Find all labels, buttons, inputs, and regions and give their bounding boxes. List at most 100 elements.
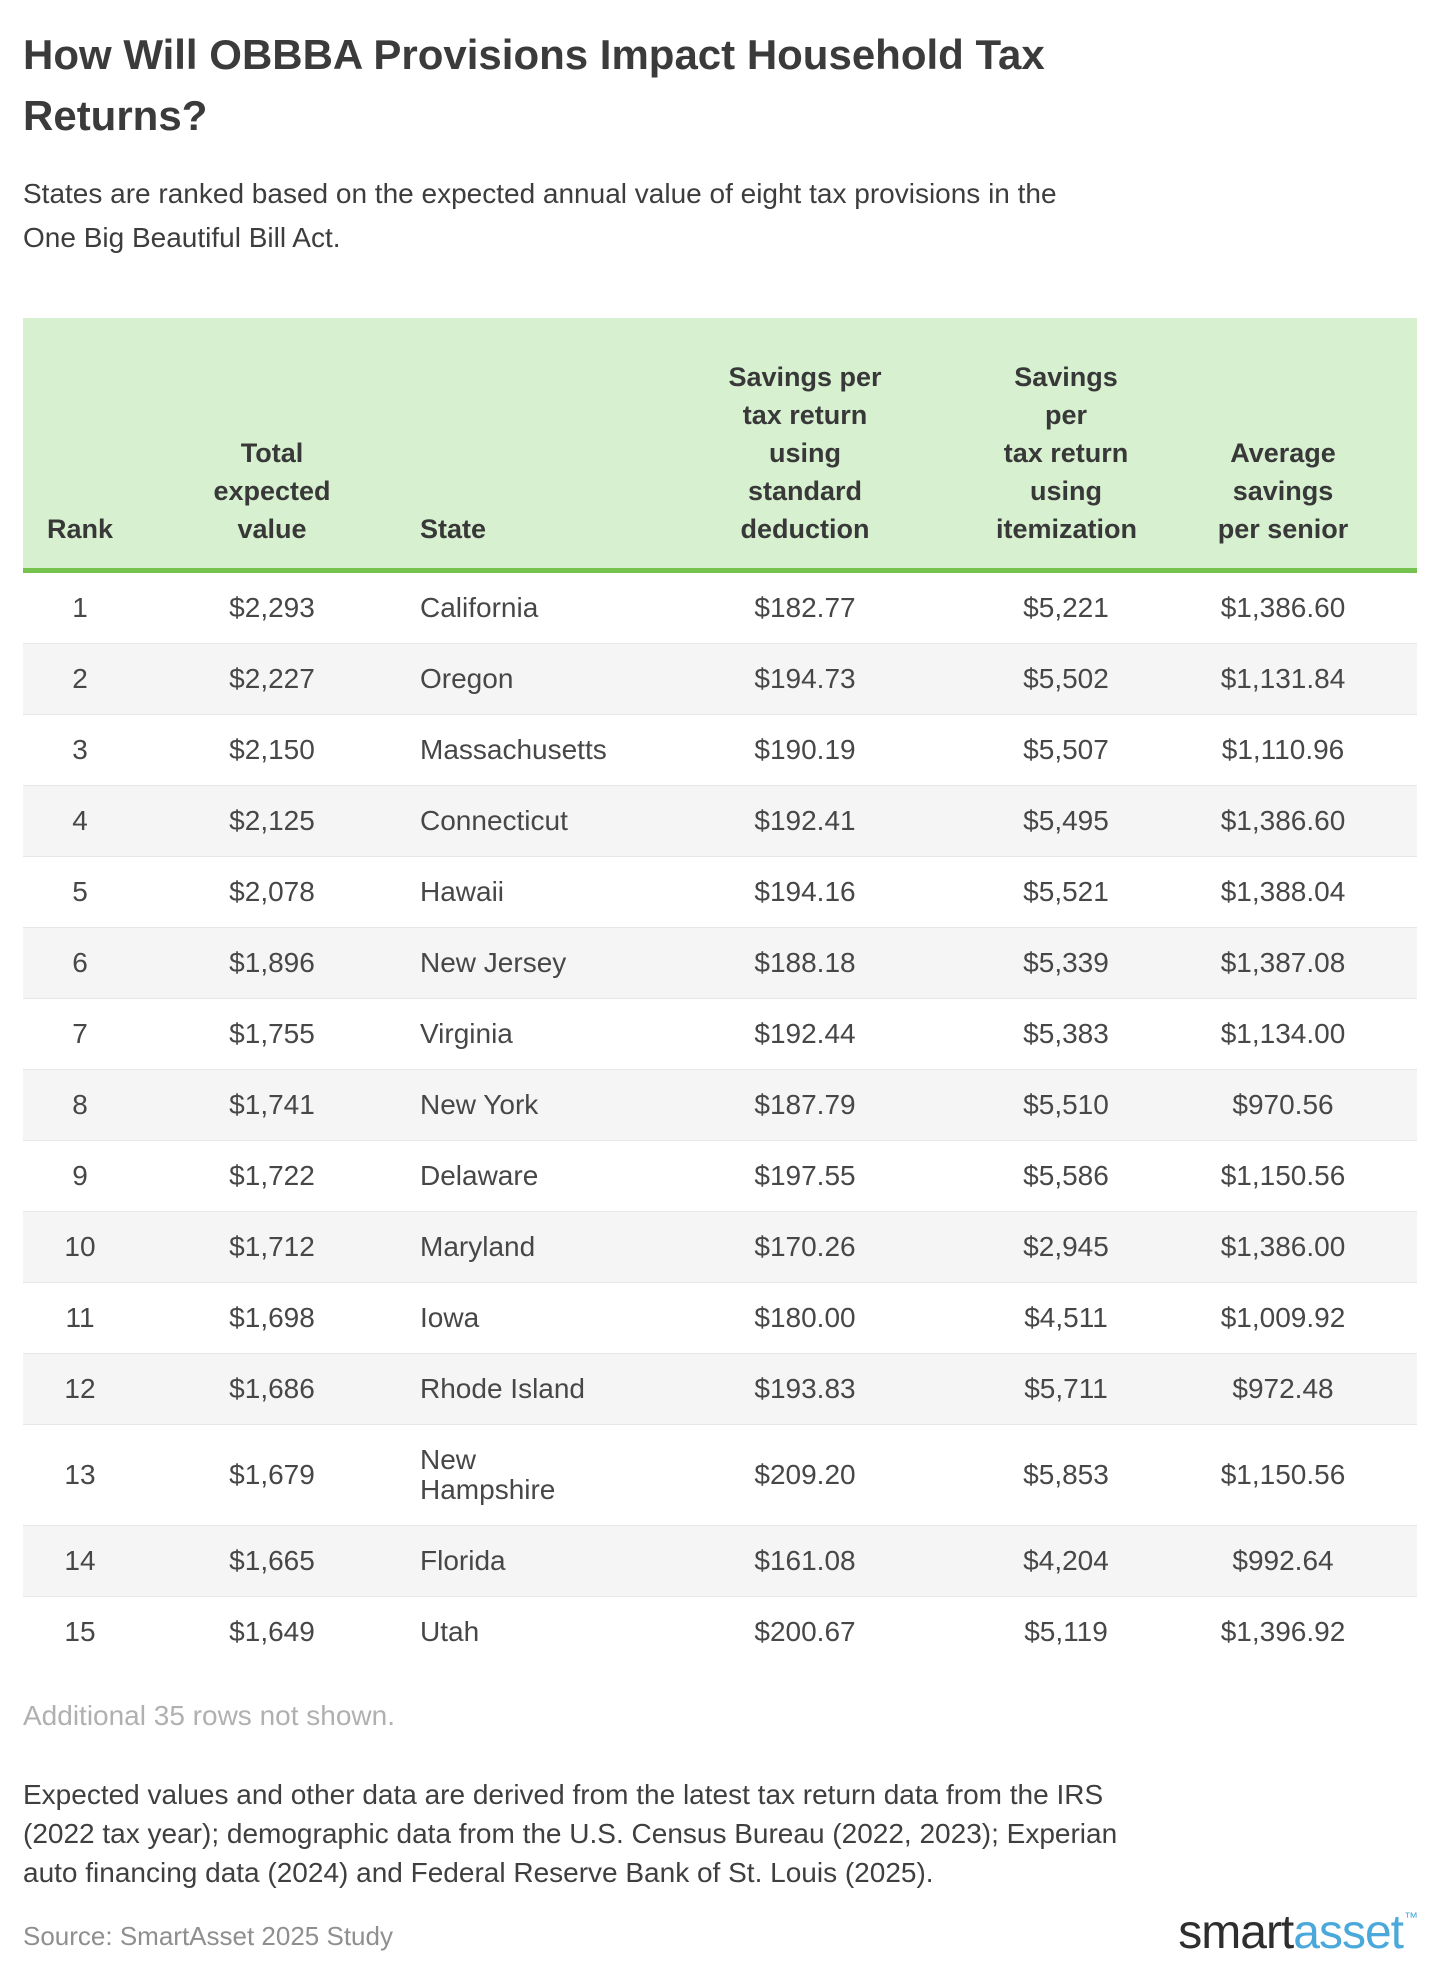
footer: Source: SmartAsset 2025 Study smartasset… bbox=[23, 1906, 1418, 1959]
table-row: 5 $2,078 Hawaii $194.16 $5,521 $1,388.04 bbox=[23, 856, 1417, 928]
rank-cell: 12 bbox=[64, 1373, 96, 1404]
savings-itemization-cell: $5,521 bbox=[1023, 876, 1109, 907]
state-cell: Connecticut bbox=[420, 805, 568, 836]
table-row: 1 $2,293 California $182.77 $5,221 $1,386.60 bbox=[23, 571, 1417, 644]
page-title: How Will OBBBA Provisions Impact Househo… bbox=[23, 31, 1045, 139]
rank-cell: 15 bbox=[64, 1616, 96, 1647]
state-cell: New Hampshire bbox=[420, 1444, 556, 1505]
table-row: 15 $1,649 Utah $200.67 $5,119 $1,396.92 bbox=[23, 1596, 1417, 1668]
rank-cell: 6 bbox=[72, 947, 88, 978]
rankings-table: Rank Total expected value State Savings … bbox=[23, 318, 1417, 1667]
state-cell: Virginia bbox=[420, 1018, 513, 1049]
state-cell: Iowa bbox=[420, 1302, 480, 1333]
savings-standard-deduction-cell: $192.41 bbox=[754, 805, 856, 836]
page-subtitle: States are ranked based on the expected … bbox=[23, 178, 1057, 253]
table-header-row: Rank Total expected value State Savings … bbox=[23, 318, 1417, 573]
average-savings-per-senior-cell: $1,387.08 bbox=[1220, 947, 1346, 978]
methodology-note: Expected values and other data are deriv… bbox=[23, 1779, 1118, 1888]
trademark-symbol: ™ bbox=[1404, 1909, 1418, 1925]
table-row: 13 $1,679 New Hampshire $209.20 $5,853 $1,150… bbox=[23, 1424, 1417, 1526]
table-row: 14 $1,665 Florida $161.08 $4,204 $992.64 bbox=[23, 1525, 1417, 1597]
savings-standard-deduction-cell: $209.20 bbox=[754, 1459, 856, 1490]
rows-not-shown-note: Additional 35 rows not shown. bbox=[23, 1700, 395, 1731]
header-cell-rank: Rank bbox=[23, 318, 137, 573]
savings-standard-deduction-cell: $187.79 bbox=[754, 1089, 856, 1120]
total-expected-value-cell: $1,649 bbox=[229, 1616, 315, 1647]
rank-cell: 13 bbox=[64, 1459, 96, 1490]
rank-cell: 2 bbox=[72, 663, 88, 694]
total-expected-value-cell: $2,150 bbox=[229, 734, 315, 765]
average-savings-per-senior-cell: $1,150.56 bbox=[1220, 1459, 1346, 1490]
savings-itemization-cell: $2,945 bbox=[1023, 1231, 1109, 1262]
total-expected-value-cell: $1,741 bbox=[229, 1089, 315, 1120]
table-row: 7 $1,755 Virginia $192.44 $5,383 $1,134.00 bbox=[23, 998, 1417, 1070]
state-cell: Massachusetts bbox=[420, 734, 607, 765]
state-cell: Florida bbox=[420, 1545, 506, 1576]
state-cell: New York bbox=[420, 1089, 539, 1120]
savings-standard-deduction-cell: $197.55 bbox=[754, 1160, 856, 1191]
state-cell: California bbox=[420, 592, 539, 623]
rank-cell: 10 bbox=[64, 1231, 96, 1262]
logo-text-asset: asset bbox=[1293, 1906, 1404, 1959]
savings-standard-deduction-cell: $194.16 bbox=[754, 876, 856, 907]
average-savings-per-senior-cell: $1,150.56 bbox=[1220, 1160, 1346, 1191]
state-cell: Utah bbox=[420, 1616, 480, 1647]
savings-standard-deduction-cell: $200.67 bbox=[754, 1616, 856, 1647]
state-cell: Delaware bbox=[420, 1160, 539, 1191]
header-cell-savings-standard-deduction: Savings per tax return using standard de… bbox=[627, 318, 983, 573]
table-row: 11 $1,698 Iowa $180.00 $4,511 $1,009.92 bbox=[23, 1282, 1417, 1354]
total-expected-value-cell: $1,722 bbox=[229, 1160, 315, 1191]
table-row: 10 $1,712 Maryland $170.26 $2,945 $1,386.00 bbox=[23, 1211, 1417, 1283]
rank-cell: 8 bbox=[72, 1089, 88, 1120]
savings-itemization-cell: $5,339 bbox=[1023, 947, 1109, 978]
savings-itemization-cell: $5,119 bbox=[1024, 1616, 1108, 1647]
state-cell: Maryland bbox=[420, 1231, 536, 1262]
smartasset-logo: smartasset™ bbox=[1178, 1906, 1418, 1959]
header-cell-total-expected-value: Total expected value bbox=[137, 318, 407, 573]
table-row: 8 $1,741 New York $187.79 $5,510 $970.56 bbox=[23, 1069, 1417, 1141]
average-savings-per-senior-cell: $1,131.84 bbox=[1220, 663, 1346, 694]
total-expected-value-cell: $1,712 bbox=[229, 1231, 315, 1262]
state-cell: Oregon bbox=[420, 663, 514, 694]
savings-standard-deduction-cell: $194.73 bbox=[754, 663, 856, 694]
savings-itemization-cell: $5,711 bbox=[1024, 1373, 1108, 1404]
table-row: 9 $1,722 Delaware $197.55 $5,586 $1,150.56 bbox=[23, 1140, 1417, 1212]
header-cell-savings-itemization: Savings per tax return using itemization bbox=[983, 318, 1149, 573]
table-row: 2 $2,227 Oregon $194.73 $5,502 $1,131.84 bbox=[23, 643, 1417, 715]
savings-itemization-cell: $5,510 bbox=[1023, 1089, 1109, 1120]
average-savings-per-senior-cell: $1,009.92 bbox=[1220, 1302, 1346, 1333]
rank-cell: 1 bbox=[72, 592, 88, 623]
savings-itemization-cell: $5,502 bbox=[1023, 663, 1109, 694]
rank-cell: 3 bbox=[72, 734, 88, 765]
header-cell-state: State bbox=[407, 318, 627, 573]
table-body: 1 $2,293 California $182.77 $5,221 $1,386.60 2… bbox=[23, 571, 1417, 1668]
total-expected-value-cell: $2,293 bbox=[229, 592, 315, 623]
savings-standard-deduction-cell: $188.18 bbox=[754, 947, 856, 978]
savings-itemization-cell: $4,511 bbox=[1024, 1302, 1108, 1333]
total-expected-value-cell: $2,227 bbox=[229, 663, 315, 694]
rank-cell: 5 bbox=[72, 876, 88, 907]
header-cell-average-savings-per-senior: Average savings per senior bbox=[1149, 318, 1417, 573]
average-savings-per-senior-cell: $1,396.92 bbox=[1220, 1616, 1346, 1647]
savings-standard-deduction-cell: $170.26 bbox=[754, 1231, 856, 1262]
state-cell: Rhode Island bbox=[420, 1373, 586, 1404]
total-expected-value-cell: $1,698 bbox=[229, 1302, 315, 1333]
table-row: 6 $1,896 New Jersey $188.18 $5,339 $1,387.08 bbox=[23, 927, 1417, 999]
average-savings-per-senior-cell: $992.64 bbox=[1232, 1545, 1334, 1576]
savings-standard-deduction-cell: $190.19 bbox=[754, 734, 856, 765]
total-expected-value-cell: $1,665 bbox=[229, 1545, 315, 1576]
total-expected-value-cell: $2,125 bbox=[229, 805, 315, 836]
state-cell: Hawaii bbox=[420, 876, 505, 907]
average-savings-per-senior-cell: $1,388.04 bbox=[1220, 876, 1346, 907]
savings-itemization-cell: $4,204 bbox=[1023, 1545, 1109, 1576]
table-row: 3 $2,150 Massachusetts $190.19 $5,507 $1,110.… bbox=[23, 714, 1417, 786]
savings-standard-deduction-cell: $161.08 bbox=[754, 1545, 856, 1576]
savings-itemization-cell: $5,853 bbox=[1023, 1459, 1109, 1490]
savings-standard-deduction-cell: $193.83 bbox=[754, 1373, 856, 1404]
rank-cell: 14 bbox=[64, 1545, 96, 1576]
total-expected-value-cell: $1,686 bbox=[229, 1373, 315, 1404]
state-cell: New Jersey bbox=[420, 947, 567, 978]
table-row: 12 $1,686 Rhode Island $193.83 $5,711 $972.48 bbox=[23, 1353, 1417, 1425]
rank-cell: 4 bbox=[72, 805, 88, 836]
